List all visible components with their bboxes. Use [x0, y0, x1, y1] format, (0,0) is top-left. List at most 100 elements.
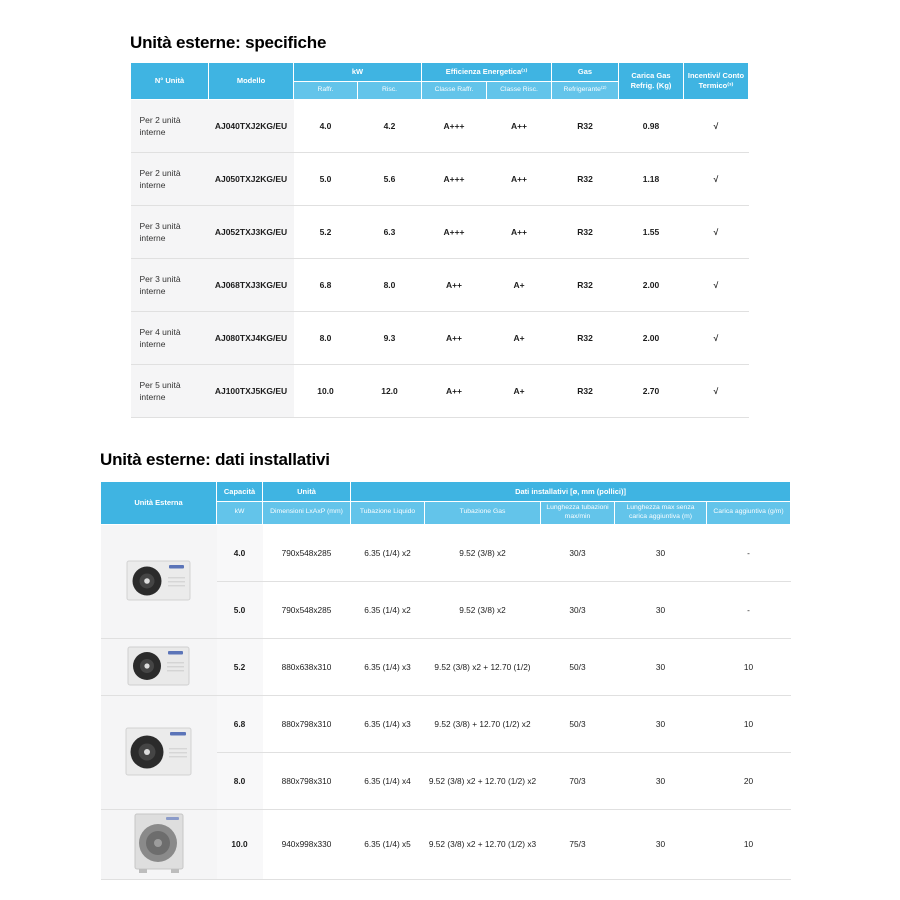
cell-modello: AJ050TXJ2KG/EU: [208, 152, 294, 206]
cell-classe-raffr: A++: [421, 311, 487, 365]
col-subheader-carica-aggiuntiva: Carica aggiuntiva (g/m): [705, 501, 792, 525]
col-group-dati-installativi: Dati installativi [ø, mm (pollici)]: [349, 481, 792, 502]
cell-carica-aggiuntiva: 20: [706, 752, 791, 810]
cell-carica-aggiuntiva: 10: [706, 638, 791, 696]
cell-carica-aggiuntiva: 10: [706, 695, 791, 753]
cell-modello: AJ100TXJ5KG/EU: [208, 364, 294, 418]
cell-tubazione-gas: 9.52 (3/8) x2 + 12.70 (1/2): [424, 638, 541, 696]
cell-lunghezza-tubazioni: 75/3: [540, 809, 615, 880]
cell-tubazione-liquido: 6.35 (1/4) x3: [350, 695, 425, 753]
outdoor-unit-image-cell: [100, 524, 217, 639]
table-row: Per 4 unità interne AJ080TXJ4KG/EU 8.0 9…: [130, 311, 749, 365]
col-group-efficienza: Efficienza Energetica⁽¹⁾: [421, 62, 552, 82]
col-group-gas: Gas: [551, 62, 619, 82]
table-row: Per 2 unità interne AJ050TXJ2KG/EU 5.0 5…: [130, 152, 749, 206]
col-subheader-kw: kW: [216, 501, 263, 525]
cell-tubazione-gas: 9.52 (3/8) x2 + 12.70 (1/2) x3: [424, 809, 541, 880]
cell-dimensioni: 790x548x285: [262, 581, 351, 639]
table-row: 5.0 790x548x285 6.35 (1/4) x2 9.52 (3/8)…: [101, 581, 791, 639]
table-row: 6.8 880x798x310 6.35 (1/4) x3 9.52 (3/8)…: [100, 695, 791, 810]
cell-lunghezza-max: 30: [614, 809, 707, 880]
cell-n-unita: Per 2 unità interne: [130, 152, 209, 206]
cell-n-unita: Per 2 unità interne: [130, 99, 209, 153]
cell-classe-risc: A+: [486, 258, 552, 312]
checkmark: √: [683, 205, 749, 259]
cell-classe-risc: A+: [486, 364, 552, 418]
cell-kw-raffr: 6.8: [293, 258, 358, 312]
col-group-kw: kW: [293, 62, 422, 82]
cell-lunghezza-tubazioni: 50/3: [540, 695, 615, 753]
cell-lunghezza-tubazioni: 30/3: [540, 581, 615, 639]
cell-kw-risc: 6.3: [357, 205, 422, 259]
cell-gas: R32: [551, 205, 619, 259]
cell-capacita: 6.8: [216, 695, 263, 753]
cell-n-unita: Per 3 unità interne: [130, 258, 209, 312]
checkmark: √: [683, 258, 749, 312]
cell-tubazione-gas: 9.52 (3/8) x2: [424, 581, 541, 639]
checkmark: √: [683, 364, 749, 418]
cell-kw-risc: 5.6: [357, 152, 422, 206]
col-subheader-tubazione-liquido: Tubazione Liquido: [350, 501, 425, 525]
cell-carica: 2.70: [618, 364, 684, 418]
col-subheader-classe-raffr: Classe Raffr.: [421, 81, 487, 100]
cell-modello: AJ068TXJ3KG/EU: [208, 258, 294, 312]
cell-kw-raffr: 5.2: [293, 205, 358, 259]
cell-carica: 0.98: [618, 99, 684, 153]
cell-kw-raffr: 8.0: [293, 311, 358, 365]
col-header-incentivi: Incentivi/ Conto Termico⁽³⁾: [683, 62, 749, 100]
dati-installativi-table: Unità Esterna Capacità Unità Dati instal…: [100, 481, 792, 880]
col-subheader-lunghezza-max: Lunghezza max senza carica aggiuntiva (m…: [614, 501, 707, 525]
cell-tubazione-liquido: 6.35 (1/4) x2: [350, 524, 425, 582]
cell-lunghezza-max: 30: [614, 524, 707, 582]
table-row: Per 5 unità interne AJ100TXJ5KG/EU 10.0 …: [130, 364, 749, 418]
cell-lunghezza-tubazioni: 30/3: [540, 524, 615, 582]
table-row: 5.2 880x638x310 6.35 (1/4) x3 9.52 (3/8)…: [100, 638, 791, 696]
specifiche-table: N° Unità Modello kW Efficienza Energetic…: [130, 62, 749, 418]
cell-lunghezza-max: 30: [614, 638, 707, 696]
col-header-carica: Carica Gas Refrig. (Kg): [618, 62, 684, 100]
col-header-n-unita: N° Unità: [130, 62, 209, 100]
outdoor-unit-small-image: [126, 560, 190, 601]
cell-n-unita: Per 5 unità interne: [130, 364, 209, 418]
cell-carica: 1.18: [618, 152, 684, 206]
cell-carica-aggiuntiva: -: [706, 524, 791, 582]
col-group-unita: Unità: [262, 481, 351, 502]
cell-classe-risc: A++: [486, 152, 552, 206]
cell-carica-aggiuntiva: -: [706, 581, 791, 639]
col-header-modello: Modello: [208, 62, 294, 100]
cell-tubazione-gas: 9.52 (3/8) + 12.70 (1/2) x2: [424, 695, 541, 753]
cell-lunghezza-tubazioni: 70/3: [540, 752, 615, 810]
col-header-unita-esterna: Unità Esterna: [100, 481, 217, 525]
cell-classe-risc: A+: [486, 311, 552, 365]
cell-classe-raffr: A+++: [421, 99, 487, 153]
cell-capacita: 10.0: [216, 809, 263, 880]
outdoor-unit-image-cell: [100, 695, 217, 810]
table-row: Per 3 unità interne AJ068TXJ3KG/EU 6.8 8…: [130, 258, 749, 312]
cell-kw-risc: 12.0: [357, 364, 422, 418]
section-title-specifiche: Unità esterne: specifiche: [130, 33, 327, 52]
cell-dimensioni: 880x798x310: [262, 695, 351, 753]
cell-kw-raffr: 10.0: [293, 364, 358, 418]
outdoor-unit-image-cell: [100, 638, 217, 696]
cell-carica: 1.55: [618, 205, 684, 259]
cell-kw-raffr: 5.0: [293, 152, 358, 206]
col-subheader-lunghezza-tubazioni: Lunghezza tubazioni max/min: [540, 501, 615, 525]
cell-dimensioni: 790x548x285: [262, 524, 351, 582]
col-subheader-tubazione-gas: Tubazione Gas: [424, 501, 541, 525]
cell-kw-risc: 4.2: [357, 99, 422, 153]
table-row: Per 2 unità interne AJ040TXJ2KG/EU 4.0 4…: [130, 99, 749, 153]
cell-kw-risc: 8.0: [357, 258, 422, 312]
col-subheader-raffr: Raffr.: [293, 81, 358, 100]
cell-dimensioni: 880x638x310: [262, 638, 351, 696]
cell-dimensioni: 880x798x310: [262, 752, 351, 810]
cell-classe-raffr: A++: [421, 364, 487, 418]
table-row: Per 3 unità interne AJ052TXJ3KG/EU 5.2 6…: [130, 205, 749, 259]
cell-tubazione-liquido: 6.35 (1/4) x3: [350, 638, 425, 696]
checkmark: √: [683, 99, 749, 153]
cell-n-unita: Per 3 unità interne: [130, 205, 209, 259]
cell-modello: AJ040TXJ2KG/EU: [208, 99, 294, 153]
table-row: 8.0 880x798x310 6.35 (1/4) x4 9.52 (3/8)…: [101, 752, 791, 810]
cell-gas: R32: [551, 99, 619, 153]
cell-gas: R32: [551, 311, 619, 365]
outdoor-unit-image-cell: [100, 809, 217, 880]
